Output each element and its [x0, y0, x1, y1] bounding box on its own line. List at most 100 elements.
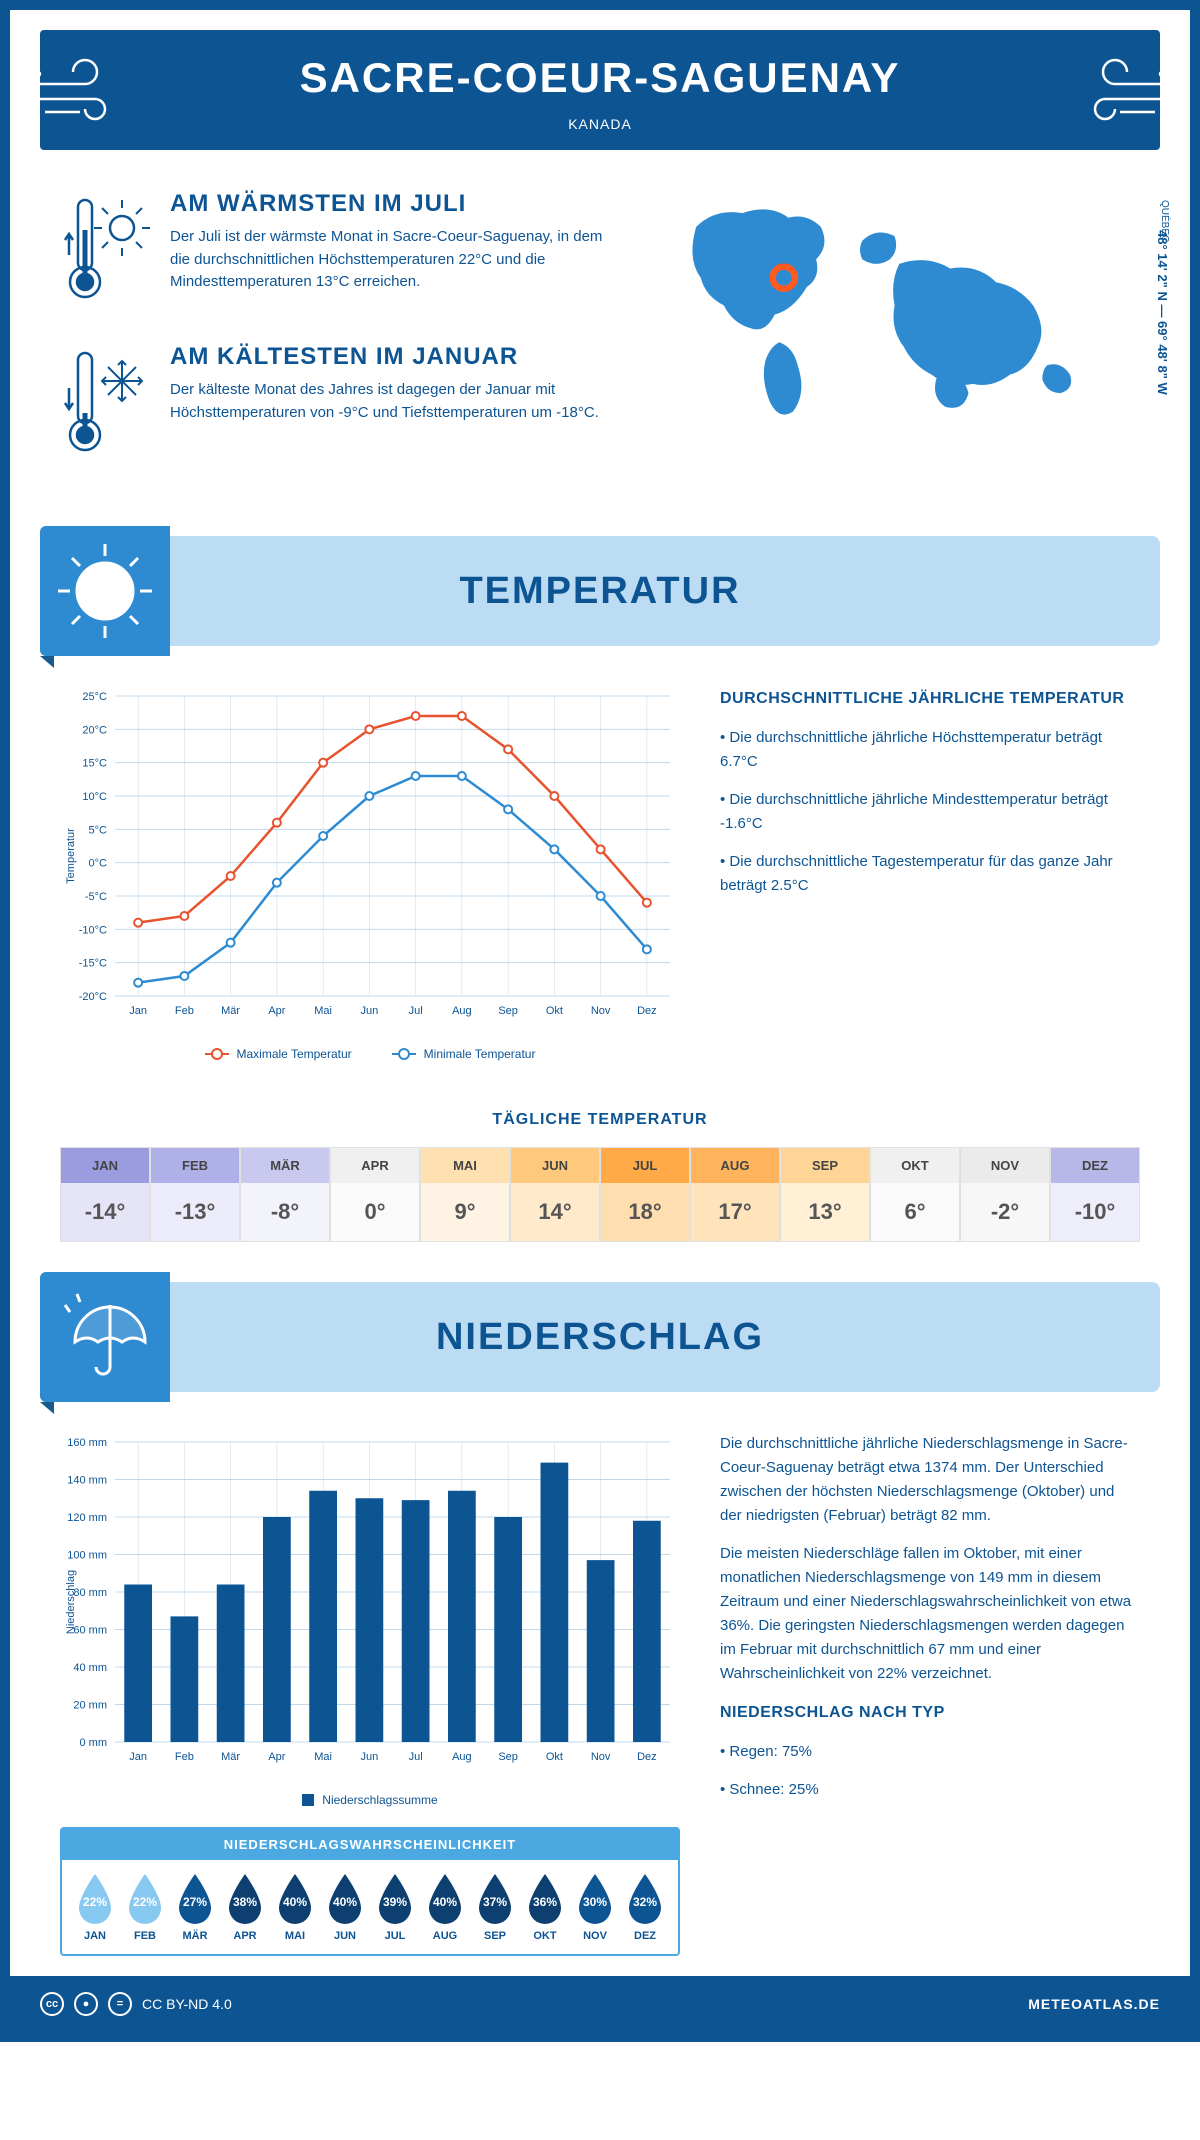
license-text: CC BY-ND 4.0	[142, 1996, 232, 2012]
precip-prob-cell: 22%JAN	[70, 1872, 120, 1942]
temperature-title: TEMPERATUR	[170, 570, 1160, 613]
svg-text:Jan: Jan	[129, 1005, 147, 1017]
svg-text:20 mm: 20 mm	[73, 1700, 107, 1712]
precip-probability-box: NIEDERSCHLAGSWAHRSCHEINLICHKEIT 22%JAN22…	[60, 1827, 680, 1956]
temp-cell: DEZ-10°	[1050, 1147, 1140, 1242]
precip-snow: • Schnee: 25%	[720, 1778, 1140, 1802]
svg-text:Nov: Nov	[591, 1005, 611, 1017]
svg-text:Niederschlag: Niederschlag	[65, 1570, 77, 1634]
temp-cell: SEP13°	[780, 1147, 870, 1242]
svg-text:-5°C: -5°C	[85, 891, 107, 903]
precip-type-title: NIEDERSCHLAG NACH TYP	[720, 1700, 1140, 1726]
svg-text:140 mm: 140 mm	[67, 1475, 107, 1487]
temperature-content: -20°C-15°C-10°C-5°C0°C5°C10°C15°C20°C25°…	[10, 646, 1190, 1081]
temp-cell: OKT6°	[870, 1147, 960, 1242]
precip-prob-cell: 22%FEB	[120, 1872, 170, 1942]
svg-text:100 mm: 100 mm	[67, 1550, 107, 1562]
precip-prob-cell: 30%NOV	[570, 1872, 620, 1942]
legend-max: Maximale Temperatur	[237, 1047, 352, 1061]
temp-cell: NOV-2°	[960, 1147, 1050, 1242]
svg-text:-20°C: -20°C	[79, 991, 107, 1003]
temp-bullet-2: • Die durchschnittliche jährliche Mindes…	[720, 788, 1140, 836]
precip-prob-cell: 39%JUL	[370, 1872, 420, 1942]
svg-text:Aug: Aug	[452, 1005, 472, 1017]
coordinates: 48° 14' 2" N — 69° 48' 8" W	[1155, 230, 1170, 395]
svg-text:Jul: Jul	[409, 1751, 423, 1763]
precip-legend: Niederschlagssumme	[60, 1793, 680, 1807]
svg-text:Jun: Jun	[361, 1751, 379, 1763]
svg-text:Jun: Jun	[361, 1005, 379, 1017]
warmest-text: Der Juli ist der wärmste Monat in Sacre-…	[170, 226, 610, 294]
temp-bullet-3: • Die durchschnittliche Tagestemperatur …	[720, 850, 1140, 898]
svg-text:Mär: Mär	[221, 1005, 240, 1017]
svg-text:160 mm: 160 mm	[67, 1437, 107, 1449]
intro-section: AM WÄRMSTEN IM JULI Der Juli ist der wär…	[10, 150, 1190, 516]
temp-legend: .legend-item:nth-child(1) .legend-swatch…	[60, 1047, 680, 1061]
svg-text:Temperatur: Temperatur	[65, 828, 77, 884]
svg-text:Aug: Aug	[452, 1751, 472, 1763]
svg-text:10°C: 10°C	[82, 791, 107, 803]
site-name: METEOATLAS.DE	[1028, 1996, 1160, 2012]
precip-para-2: Die meisten Niederschläge fallen im Okto…	[720, 1542, 1140, 1686]
header-banner: SACRE-COEUR-SAGUENAY KANADA	[40, 30, 1160, 150]
umbrella-icon	[40, 1272, 170, 1402]
world-map	[640, 190, 1140, 430]
svg-text:-15°C: -15°C	[79, 958, 107, 970]
precip-prob-cell: 37%SEP	[470, 1872, 520, 1942]
svg-text:0°C: 0°C	[89, 858, 108, 870]
thermometer-cold-icon	[60, 343, 150, 468]
warmest-block: AM WÄRMSTEN IM JULI Der Juli ist der wär…	[60, 190, 610, 315]
svg-text:Mai: Mai	[314, 1751, 332, 1763]
precip-prob-cell: 32%DEZ	[620, 1872, 670, 1942]
sun-icon	[40, 526, 170, 656]
svg-text:25°C: 25°C	[82, 691, 107, 703]
temp-cell: MAI9°	[420, 1147, 510, 1242]
cc-icon: cc	[40, 1992, 64, 2016]
wind-icon	[1060, 54, 1170, 134]
coldest-block: AM KÄLTESTEN IM JANUAR Der kälteste Mona…	[60, 343, 610, 468]
svg-text:60 mm: 60 mm	[73, 1625, 107, 1637]
thermometer-hot-icon	[60, 190, 150, 315]
temp-cell: FEB-13°	[150, 1147, 240, 1242]
legend-min: Minimale Temperatur	[424, 1047, 536, 1061]
svg-text:40 mm: 40 mm	[73, 1662, 107, 1674]
precip-rain: • Regen: 75%	[720, 1740, 1140, 1764]
svg-text:Mai: Mai	[314, 1005, 332, 1017]
country-label: KANADA	[40, 116, 1160, 132]
svg-text:Dez: Dez	[637, 1751, 657, 1763]
location-title: SACRE-COEUR-SAGUENAY	[40, 54, 1160, 102]
svg-text:Okt: Okt	[546, 1751, 563, 1763]
svg-text:80 mm: 80 mm	[73, 1587, 107, 1599]
temperature-section-header: TEMPERATUR	[40, 536, 1160, 646]
by-icon: ●	[74, 1992, 98, 2016]
precip-prob-cell: 38%APR	[220, 1872, 270, 1942]
temp-cell: MÄR-8°	[240, 1147, 330, 1242]
temp-cell: AUG17°	[690, 1147, 780, 1242]
precip-content: 0 mm20 mm40 mm60 mm80 mm100 mm120 mm140 …	[10, 1392, 1190, 1976]
svg-text:Feb: Feb	[175, 1751, 194, 1763]
svg-text:5°C: 5°C	[89, 824, 108, 836]
svg-text:Sep: Sep	[498, 1751, 518, 1763]
svg-text:Okt: Okt	[546, 1005, 563, 1017]
svg-text:20°C: 20°C	[82, 724, 107, 736]
precip-prob-cell: 36%OKT	[520, 1872, 570, 1942]
temp-cell: JUN14°	[510, 1147, 600, 1242]
svg-text:Mär: Mär	[221, 1751, 240, 1763]
svg-text:Apr: Apr	[268, 1751, 285, 1763]
svg-text:Apr: Apr	[268, 1005, 285, 1017]
precip-prob-title: NIEDERSCHLAGSWAHRSCHEINLICHKEIT	[62, 1829, 678, 1860]
svg-text:Dez: Dez	[637, 1005, 657, 1017]
precip-title: NIEDERSCHLAG	[170, 1316, 1160, 1359]
wind-icon	[30, 54, 140, 134]
precip-para-1: Die durchschnittliche jährliche Niedersc…	[720, 1432, 1140, 1528]
temperature-line-chart: -20°C-15°C-10°C-5°C0°C5°C10°C15°C20°C25°…	[60, 686, 680, 1031]
legend-precip: Niederschlagssumme	[322, 1793, 437, 1807]
svg-text:Sep: Sep	[498, 1005, 518, 1017]
svg-text:Jan: Jan	[129, 1751, 147, 1763]
svg-text:Jul: Jul	[409, 1005, 423, 1017]
temp-cell: JUL18°	[600, 1147, 690, 1242]
svg-text:0 mm: 0 mm	[80, 1737, 108, 1749]
svg-text:Nov: Nov	[591, 1751, 611, 1763]
temp-cell: APR0°	[330, 1147, 420, 1242]
precip-prob-cell: 40%MAI	[270, 1872, 320, 1942]
